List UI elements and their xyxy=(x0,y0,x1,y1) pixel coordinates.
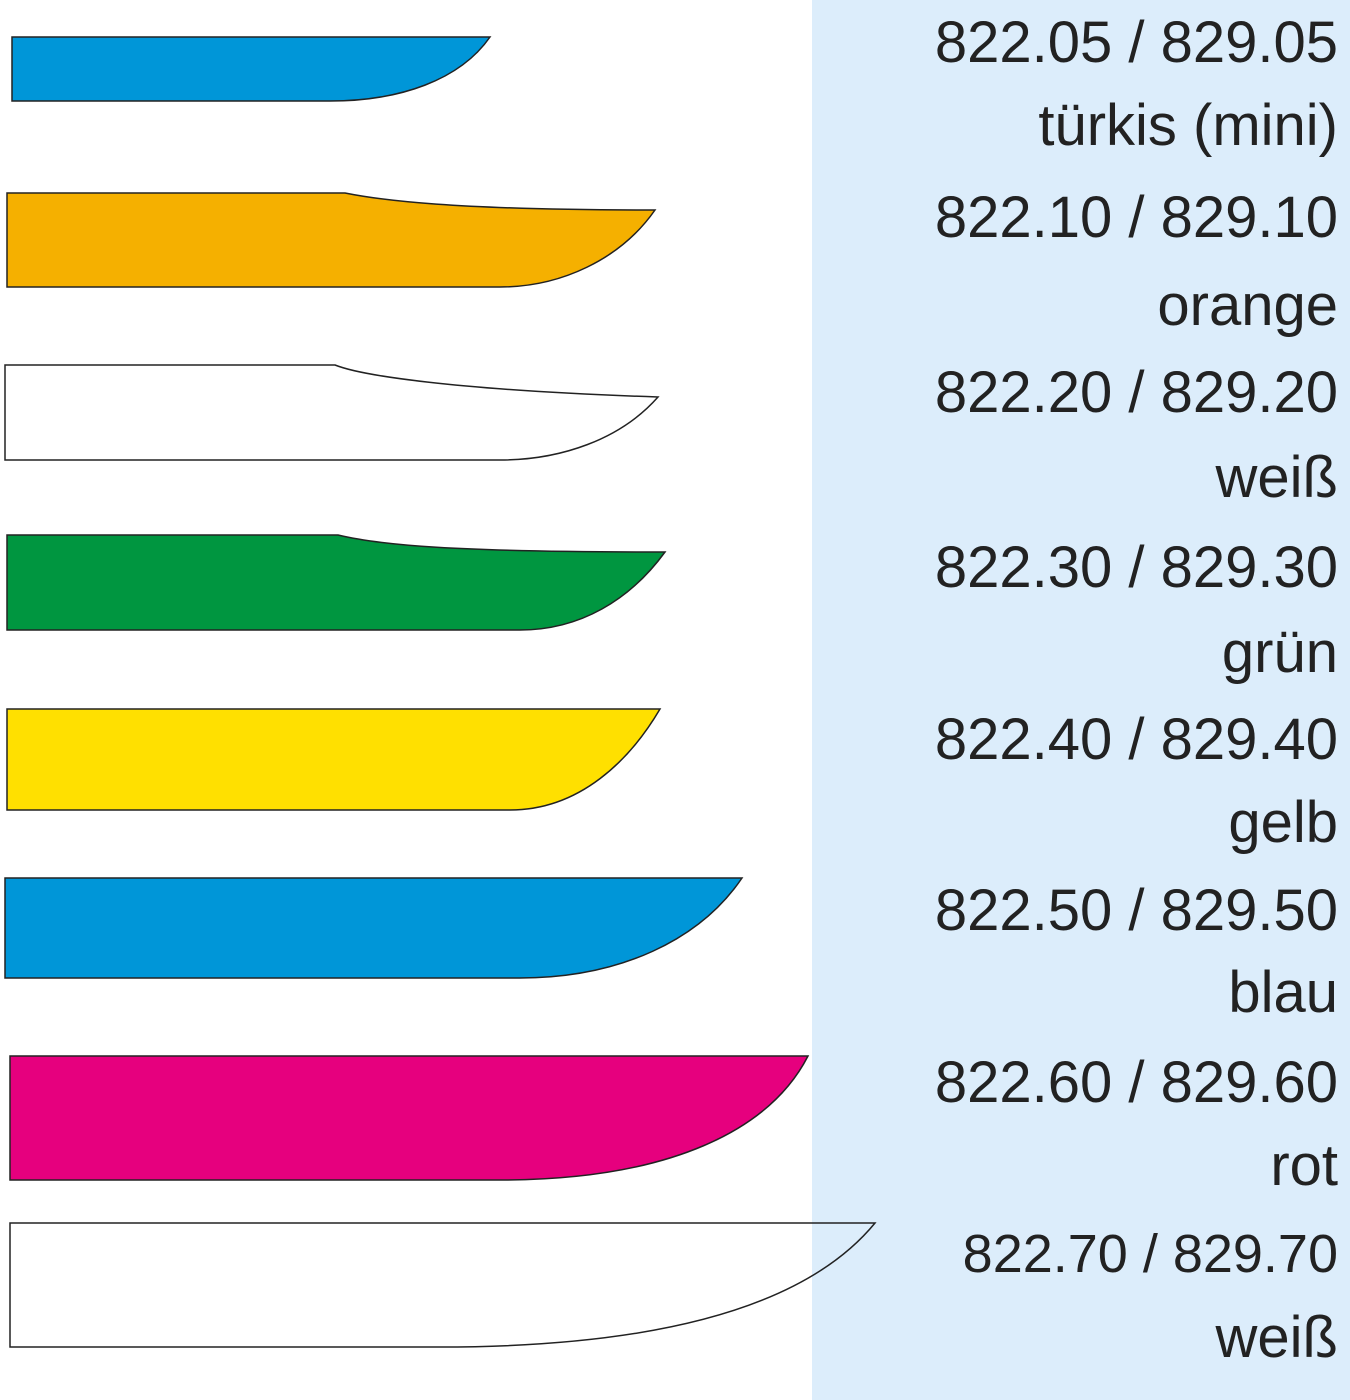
blade-magenta xyxy=(9,1055,810,1181)
item-name: weiß xyxy=(1215,1305,1338,1370)
item-name: weiß xyxy=(1215,445,1338,510)
item-code: 822.20 / 829.20 xyxy=(935,360,1338,425)
blade-white-long xyxy=(9,1222,877,1348)
item-name: blau xyxy=(1228,960,1338,1025)
label-panel xyxy=(812,0,1350,1400)
item-code: 822.40 / 829.40 xyxy=(935,707,1338,772)
item-code: 822.60 / 829.60 xyxy=(935,1050,1338,1115)
item-name: orange xyxy=(1157,273,1338,338)
blade-white xyxy=(4,364,660,461)
blade-yellow xyxy=(6,708,662,811)
item-name: gelb xyxy=(1228,790,1338,855)
item-code: 822.50 / 829.50 xyxy=(935,878,1338,943)
item-code: 822.10 / 829.10 xyxy=(935,185,1338,250)
item-name: grün xyxy=(1222,620,1338,685)
item-code: 822.05 / 829.05 xyxy=(935,10,1338,75)
blade-blue xyxy=(4,877,744,979)
blade-orange xyxy=(6,192,657,288)
item-code: 822.30 / 829.30 xyxy=(935,535,1338,600)
item-name: türkis (mini) xyxy=(1038,93,1338,158)
item-name: rot xyxy=(1270,1133,1338,1198)
item-code: 822.70 / 829.70 xyxy=(963,1224,1338,1284)
blade-green xyxy=(6,534,667,631)
blade-turquoise xyxy=(11,36,492,102)
